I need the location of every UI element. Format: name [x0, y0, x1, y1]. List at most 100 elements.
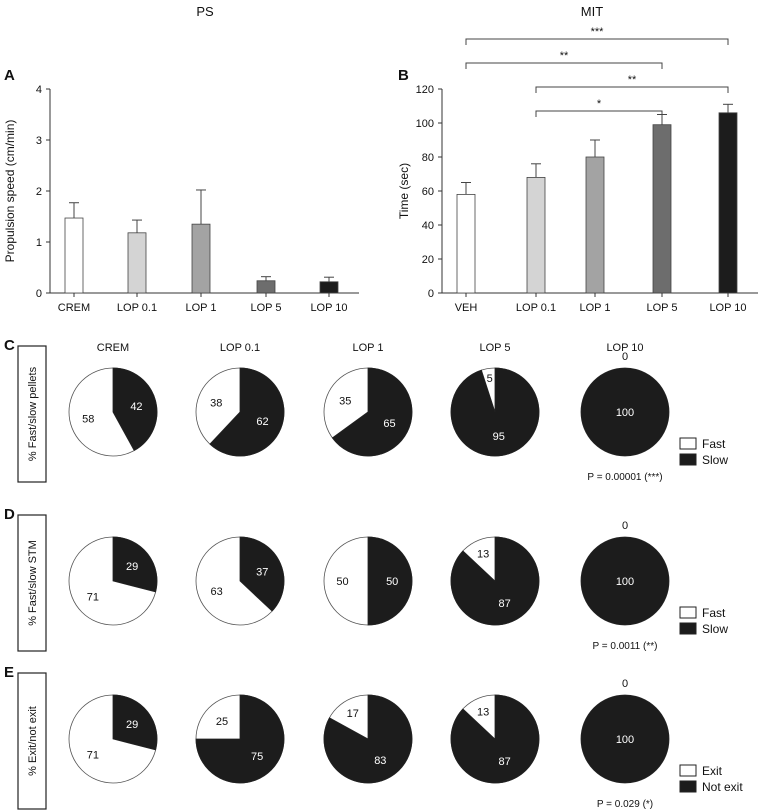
- pie-slice-dark: [580, 694, 670, 784]
- legend-label: Slow: [702, 453, 728, 467]
- pie-value-label: 95: [493, 431, 505, 443]
- legend-swatch-light: [679, 606, 697, 619]
- pie-column-header: LOP 5: [480, 342, 511, 354]
- pie-value-label: 50: [336, 576, 348, 588]
- x-tick-label: LOP 10: [310, 302, 347, 314]
- x-tick-label: LOP 0.1: [117, 302, 157, 314]
- p-value-text: P = 0.00001 (***): [587, 472, 662, 483]
- pie-value-label: 83: [374, 755, 386, 767]
- y-tick-label: 120: [416, 84, 434, 96]
- pie-value-label: 63: [210, 586, 222, 598]
- legend-swatch-dark: [679, 780, 697, 793]
- pie-value-label: 0: [622, 678, 628, 690]
- legend-label: Fast: [702, 606, 726, 620]
- pie-value-label: 35: [339, 395, 351, 407]
- x-tick-label: LOP 1: [580, 302, 611, 314]
- pie-slice-dark: [331, 367, 413, 457]
- pie-slice-dark: [450, 536, 540, 626]
- pie-value-label: 17: [347, 708, 359, 720]
- panel-letter: D: [4, 506, 15, 523]
- bar: [319, 281, 339, 294]
- pie-value-label: 29: [126, 719, 138, 731]
- x-tick-label: LOP 5: [647, 302, 678, 314]
- pie-slice-dark: [195, 694, 285, 784]
- legend-swatch-light: [679, 764, 697, 777]
- pie-value-label: 0: [622, 520, 628, 532]
- pie-value-label: 100: [616, 407, 634, 419]
- significance-bracket: [535, 110, 663, 117]
- legend-label: Slow: [702, 622, 728, 636]
- y-tick-label: 2: [36, 186, 42, 198]
- significance-bracket: [465, 62, 663, 69]
- panel-letter: B: [398, 67, 409, 84]
- pie-value-label: 29: [126, 561, 138, 573]
- panel-letter: A: [4, 67, 15, 84]
- row-label-box: [17, 672, 47, 810]
- bar: [585, 156, 605, 294]
- legend-label: Exit: [702, 764, 723, 778]
- pie-column-header: LOP 10: [606, 342, 643, 354]
- bar: [456, 193, 476, 294]
- row-label: % Fast/slow STM: [27, 540, 39, 626]
- x-tick-label: VEH: [455, 302, 478, 314]
- p-value-text: P = 0.0011 (**): [593, 641, 658, 652]
- y-axis-label: Time (sec): [397, 163, 411, 219]
- bar: [64, 217, 84, 294]
- pie-value-label: 42: [130, 401, 142, 413]
- pie-slice-dark: [112, 536, 158, 593]
- x-tick-label: LOP 0.1: [516, 302, 556, 314]
- pie-value-label: 75: [251, 751, 263, 763]
- pie-value-label: 37: [256, 566, 268, 578]
- x-tick-label: CREM: [58, 302, 90, 314]
- y-tick-label: 4: [36, 84, 42, 96]
- pie-column-header: LOP 1: [353, 342, 384, 354]
- pie-value-label: 50: [386, 576, 398, 588]
- x-tick-label: LOP 10: [709, 302, 746, 314]
- significance-label: *: [597, 98, 602, 110]
- y-tick-label: 0: [36, 288, 42, 300]
- pie-value-label: 58: [82, 413, 94, 425]
- pie-slice-dark: [209, 367, 285, 457]
- pie-slice-dark: [367, 536, 413, 626]
- x-tick-label: LOP 1: [186, 302, 217, 314]
- row-label-box: [17, 345, 47, 483]
- y-tick-label: 100: [416, 118, 434, 130]
- significance-bracket: [535, 86, 729, 93]
- y-tick-label: 60: [422, 186, 434, 198]
- pie-value-label: 0: [622, 351, 628, 363]
- legend-swatch-light: [679, 437, 697, 450]
- pie-value-label: 71: [87, 750, 99, 762]
- pie-value-label: 100: [616, 576, 634, 588]
- pie-slice-dark: [239, 536, 285, 612]
- significance-bracket: [465, 38, 729, 45]
- row-label: % Exit/not exit: [27, 706, 39, 776]
- pie-value-label: 25: [216, 716, 228, 728]
- p-value-text: P = 0.029 (*): [597, 799, 653, 810]
- legend-label: Not exit: [702, 780, 743, 794]
- y-tick-label: 40: [422, 220, 434, 232]
- legend-swatch-dark: [679, 453, 697, 466]
- pie-value-label: 13: [477, 707, 489, 719]
- pie-column-header: CREM: [97, 342, 129, 354]
- bar: [718, 112, 738, 294]
- pie-value-label: 87: [498, 598, 510, 610]
- y-tick-label: 80: [422, 152, 434, 164]
- legend-label: Fast: [702, 437, 726, 451]
- row-label: % Fast/slow pellets: [27, 366, 39, 461]
- pie-slice-dark: [580, 536, 670, 626]
- row-label-box: [17, 514, 47, 652]
- pie-value-label: 71: [87, 592, 99, 604]
- bar: [526, 176, 546, 294]
- pie-column-header: LOP 0.1: [220, 342, 260, 354]
- y-tick-label: 1: [36, 237, 42, 249]
- bar: [256, 280, 276, 294]
- pie-slice-dark: [450, 694, 540, 784]
- y-axis-label: Propulsion speed (cm/min): [3, 120, 17, 263]
- significance-label: **: [628, 74, 637, 86]
- panel-title: PS: [196, 4, 214, 19]
- bar: [652, 124, 672, 294]
- legend-swatch-dark: [679, 622, 697, 635]
- panel-letter: C: [4, 337, 15, 354]
- pie-slice-dark: [112, 694, 158, 751]
